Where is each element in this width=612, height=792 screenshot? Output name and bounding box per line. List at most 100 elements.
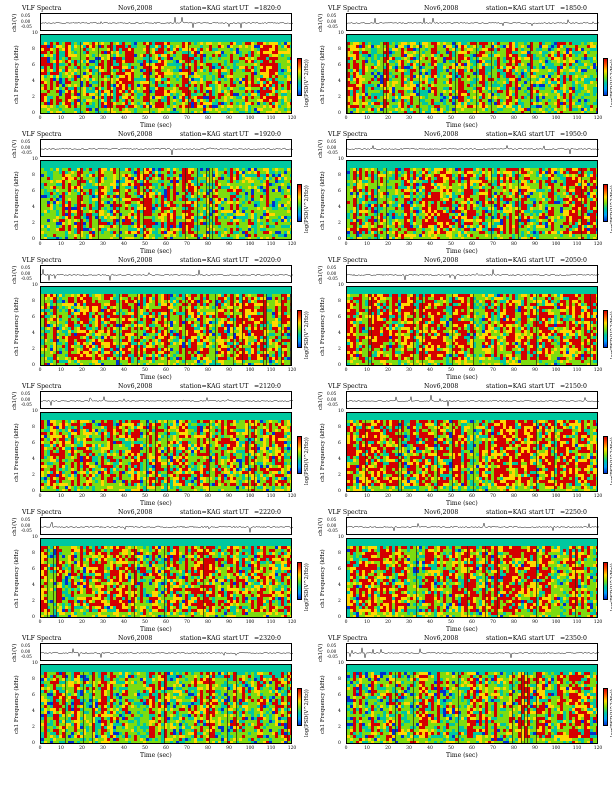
spectrogram-cell <box>485 111 488 113</box>
spectrogram-cell <box>404 99 407 102</box>
spectrogram-cell <box>155 78 158 81</box>
spectrogram-cell <box>461 54 464 57</box>
spectrogram-cell <box>227 87 230 90</box>
spectrogram-cell <box>80 78 83 81</box>
spectrogram-cell <box>257 69 260 72</box>
spectrogram-cell <box>62 237 65 239</box>
spectrogram-cell <box>119 102 122 105</box>
spectrogram-cell <box>134 108 137 111</box>
spectrogram-cell <box>230 87 233 90</box>
spectrogram-cell <box>284 48 287 51</box>
spectrogram-cell <box>95 75 98 78</box>
spectrogram-cell <box>398 108 401 111</box>
spectrogram-cell <box>95 111 98 113</box>
spectrogram-cell <box>584 108 587 111</box>
spectrogram-cell <box>230 63 233 66</box>
spectrogram-cell <box>101 189 104 192</box>
spectrogram-cell <box>101 60 104 63</box>
spectrogram-cell <box>65 207 68 210</box>
spectrogram-cell <box>389 57 392 60</box>
spectrogram-cell <box>572 93 575 96</box>
spectrogram-cell <box>389 111 392 113</box>
spectrogram-cell <box>569 75 572 78</box>
spectrogram-cell <box>464 78 467 81</box>
spectrogram-cell <box>422 84 425 87</box>
spectrogram-cell <box>533 81 536 84</box>
spectrogram-cell <box>227 72 230 75</box>
spectrogram-cell <box>389 81 392 84</box>
spectrogram-cell <box>563 96 566 99</box>
spectrogram-cell <box>143 105 146 108</box>
spectrogram-cell <box>458 102 461 105</box>
spectrogram-cell <box>212 111 215 113</box>
spectrogram-cell <box>566 105 569 108</box>
spectrogram-cell <box>62 51 65 54</box>
spectrogram-cell <box>377 63 380 66</box>
spectrogram-cell <box>569 66 572 69</box>
spectrogram-cell <box>104 198 107 201</box>
spectrogram-cell <box>104 174 107 177</box>
spectrogram-cell <box>113 213 116 216</box>
spectrogram-cell <box>44 111 47 113</box>
spectrogram-cell <box>101 63 104 66</box>
spectrogram-cell <box>281 84 284 87</box>
spectrogram-cell <box>107 96 110 99</box>
spectrogram-cell <box>386 78 389 81</box>
spectrogram-cell <box>368 66 371 69</box>
spectrogram-cell <box>431 51 434 54</box>
spectrogram-cell <box>533 45 536 48</box>
spectrogram-cell <box>443 48 446 51</box>
spectrogram-cell <box>416 96 419 99</box>
spectrogram-cell <box>176 69 179 72</box>
spectrogram-cell <box>395 108 398 111</box>
spectrogram-cell <box>92 69 95 72</box>
spectrogram-cell <box>245 57 248 60</box>
spectrogram-cell <box>218 102 221 105</box>
spectrogram-cell <box>434 42 437 45</box>
spectrogram-cell <box>497 111 500 113</box>
spectrogram-cell <box>191 93 194 96</box>
spectrogram-cell <box>464 66 467 69</box>
spectrogram-cell <box>350 84 353 87</box>
spectrogram-cell <box>470 63 473 66</box>
spectrogram-cell <box>116 54 119 57</box>
spectrogram-cell <box>566 57 569 60</box>
spectrogram-cell <box>260 51 263 54</box>
spectrogram-cell <box>584 78 587 81</box>
spectrogram-cell <box>248 96 251 99</box>
spectrogram-cell <box>569 111 572 113</box>
spectrogram-cell <box>269 108 272 111</box>
spectrogram-cell <box>50 198 53 201</box>
spectrogram-cell <box>101 69 104 72</box>
spectrogram-cell <box>437 75 440 78</box>
spectrogram-cell <box>173 57 176 60</box>
spectrogram-cell <box>47 213 50 216</box>
spectrogram-cell <box>497 102 500 105</box>
spectrogram-cell <box>506 63 509 66</box>
spectrogram-cell <box>365 108 368 111</box>
spectrogram-cell <box>116 45 119 48</box>
spectrogram-cell <box>395 66 398 69</box>
spectrogram-cell <box>569 102 572 105</box>
spectrogram-cell <box>416 75 419 78</box>
spectrogram-cell <box>119 84 122 87</box>
spectrogram-cell <box>380 96 383 99</box>
spectrogram-cell <box>494 69 497 72</box>
spectrogram-cell <box>200 105 203 108</box>
spectrogram-cell <box>146 90 149 93</box>
spectrogram-cell <box>350 108 353 111</box>
spectrogram-cell <box>560 51 563 54</box>
spectrogram-cell <box>362 51 365 54</box>
spectrogram-cell <box>74 99 77 102</box>
spectrogram-cell <box>533 75 536 78</box>
spectrogram-cell <box>284 45 287 48</box>
spectrogram-cell <box>71 93 74 96</box>
spectrogram-cell <box>275 63 278 66</box>
spectrogram-cell <box>575 78 578 81</box>
spectrogram-cell <box>392 87 395 90</box>
spectrogram-cell <box>410 45 413 48</box>
spectrogram-cell <box>503 66 506 69</box>
spectrogram-cell <box>206 54 209 57</box>
spectrogram-cell <box>527 87 530 90</box>
spectrogram-cell <box>68 213 71 216</box>
